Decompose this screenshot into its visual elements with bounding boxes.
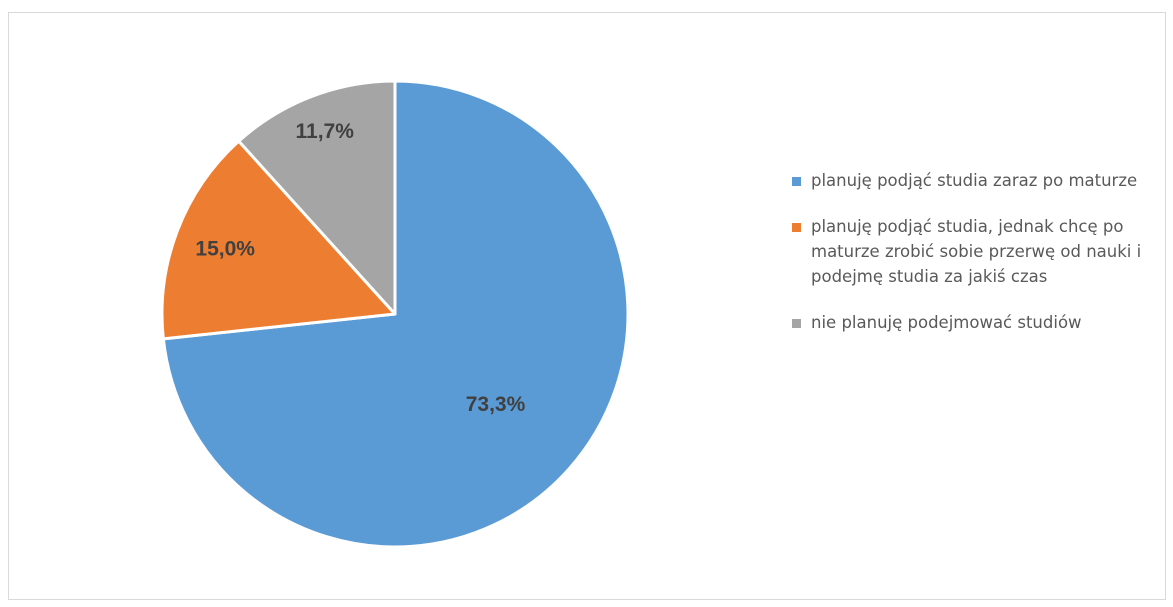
legend-label-2: planuję podjąć studia, jednak chcę po ma… [811,217,1142,286]
legend: planuję podjąć studia zaraz po maturze pl… [792,168,1142,356]
legend-swatch-3 [792,319,801,328]
pie-slice-2 [160,139,397,341]
data-label-1: 73,3% [466,393,526,416]
legend-item-1: planuję podjąć studia zaraz po maturze [792,168,1142,193]
legend-item-2: planuję podjąć studia, jednak chcę po ma… [792,214,1142,289]
legend-swatch-2 [792,223,801,232]
pie-slice-3 [237,79,397,316]
legend-label-3: nie planuję podejmować studiów [811,313,1082,332]
legend-item-3: nie planuję podejmować studiów [792,310,1142,335]
legend-swatch-1 [792,177,801,186]
data-label-3: 11,7% [296,120,355,143]
data-label-2: 15,0% [195,238,255,261]
legend-label-1: planuję podjąć studia zaraz po maturze [811,171,1138,190]
